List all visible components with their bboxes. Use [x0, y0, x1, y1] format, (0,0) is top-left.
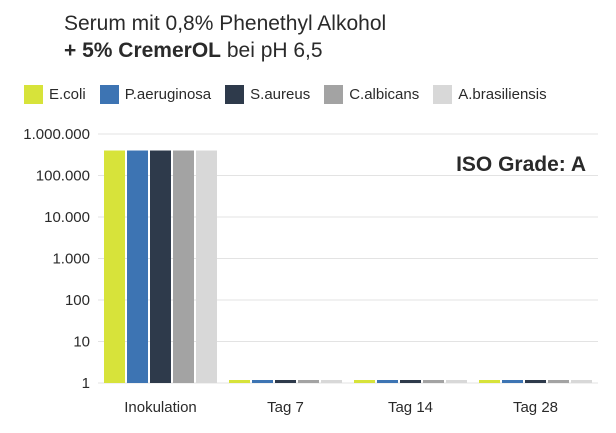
bar	[150, 150, 171, 383]
bar	[400, 380, 421, 383]
bar	[479, 380, 500, 383]
title-line-2-rest: bei pH 6,5	[221, 39, 323, 62]
legend-item: A.brasiliensis	[433, 85, 547, 104]
bar	[298, 380, 319, 383]
bar	[229, 380, 250, 383]
bar	[377, 380, 398, 383]
bar	[423, 380, 444, 383]
legend-label: P.aeruginosa	[124, 86, 212, 103]
legend-item: P.aeruginosa	[99, 85, 212, 104]
bar	[525, 380, 546, 383]
legend-label: E.coli	[49, 86, 86, 103]
x-tick-label: Tag 7	[267, 399, 304, 416]
legend: E.coli P.aeruginosa S.aureus C.albicans A.br…	[24, 85, 561, 104]
iso-grade-annotation: ISO Grade: A	[456, 153, 586, 176]
bar	[502, 380, 523, 383]
bar	[196, 150, 217, 383]
y-tick-label: 1	[82, 375, 90, 392]
y-tick-label: 1.000	[52, 251, 90, 268]
bar	[275, 380, 296, 383]
x-tick-label: Tag 14	[388, 399, 433, 416]
title-line-1: Serum mit 0,8% Phenethyl Alkohol	[64, 12, 387, 35]
legend-label: C.albicans	[349, 86, 420, 103]
y-tick-label: 100	[65, 292, 90, 309]
y-tick-label: 10	[73, 334, 90, 351]
legend-label: S.aureus	[250, 86, 311, 103]
bar	[173, 150, 194, 383]
legend-swatch	[24, 85, 43, 104]
legend-item: S.aureus	[225, 85, 310, 104]
bar	[321, 380, 342, 383]
bar	[104, 150, 125, 383]
title-line-2-bold: + 5% CremerOL	[64, 39, 221, 62]
chart-title: Serum mit 0,8% Phenethyl Alkohol + 5% Cr…	[64, 10, 386, 64]
bar	[571, 380, 592, 383]
legend-swatch	[433, 85, 453, 104]
bar	[252, 380, 273, 383]
x-tick-label: Tag 28	[513, 399, 558, 416]
legend-swatch	[324, 85, 344, 104]
x-tick-label: Inokulation	[124, 399, 197, 416]
y-tick-label: 100.000	[36, 168, 90, 185]
title-line-2: + 5% CremerOL bei pH 6,5	[64, 37, 386, 64]
legend-item: C.albicans	[324, 85, 419, 104]
legend-label: A.brasiliensis	[458, 86, 547, 103]
bar	[354, 380, 375, 383]
bar	[127, 150, 148, 383]
legend-swatch	[99, 85, 119, 104]
legend-item: E.coli	[24, 85, 86, 104]
bar	[548, 380, 569, 383]
y-tick-label: 10.000	[44, 209, 90, 226]
bar	[446, 380, 467, 383]
y-tick-label: 1.000.000	[23, 126, 90, 143]
legend-swatch	[225, 85, 245, 104]
